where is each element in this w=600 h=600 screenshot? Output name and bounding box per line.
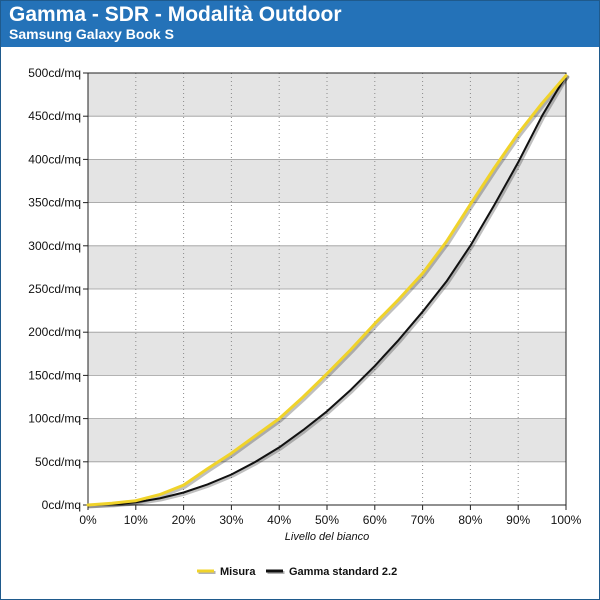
x-tick-label: 50% [315, 513, 339, 527]
y-tick-label: 400cd/mq [28, 152, 81, 166]
y-tick-label: 200cd/mq [28, 325, 81, 339]
chart-title: Gamma - SDR - Modalità Outdoor [9, 3, 342, 26]
x-tick-label: 0% [79, 513, 97, 527]
legend-label-gamma-standard-2-2: Gamma standard 2.2 [289, 566, 397, 578]
y-tick-label: 450cd/mq [28, 109, 81, 123]
series-shadow-gamma-standard-2-2 [88, 75, 569, 508]
y-tick-label: 250cd/mq [28, 282, 81, 296]
series-line-gamma-standard-2-2 [87, 74, 567, 506]
x-tick-label: 90% [506, 513, 530, 527]
y-tick-label: 100cd/mq [28, 412, 81, 426]
x-tick-label: 10% [124, 513, 148, 527]
x-tick-label: 40% [267, 513, 291, 527]
series-shadow-misura [87, 75, 570, 509]
chart-subtitle: Samsung Galaxy Book S [9, 26, 174, 42]
y-tick-label: 300cd/mq [28, 239, 81, 253]
legend-label-misura: Misura [220, 566, 256, 578]
x-tick-label: 100% [551, 513, 582, 527]
y-tick-label: 350cd/mq [28, 196, 81, 210]
x-tick-label: 60% [363, 513, 387, 527]
y-tick-label: 0cd/mq [42, 498, 81, 512]
series-lines [86, 74, 570, 509]
legend: Misura Gamma standard 2.2 [197, 566, 397, 578]
plot-band [88, 245, 566, 289]
x-tick-label: 80% [458, 513, 482, 527]
y-tick-label: 150cd/mq [28, 368, 81, 382]
x-axis-label: Livello del bianco [285, 531, 369, 543]
series-line-misura [86, 74, 568, 507]
x-tick-label: 20% [172, 513, 196, 527]
x-tick-label: 70% [411, 513, 435, 527]
y-tick-label: 50cd/mq [35, 455, 81, 469]
y-tick-label: 500cd/mq [28, 66, 81, 80]
horizontal-gridlines [88, 115, 566, 463]
x-axis-ticks: 0% 10% 20% 30% 40% 50% 60% 70% 80% 90% 100% [79, 505, 582, 527]
chart-header: Gamma - SDR - Modalità Outdoor Samsung G… [1, 1, 599, 47]
x-tick-label: 30% [219, 513, 243, 527]
y-axis-ticks: 0cd/mq 50cd/mq 100cd/mq 150cd/mq 200cd/mq 250… [28, 66, 88, 512]
